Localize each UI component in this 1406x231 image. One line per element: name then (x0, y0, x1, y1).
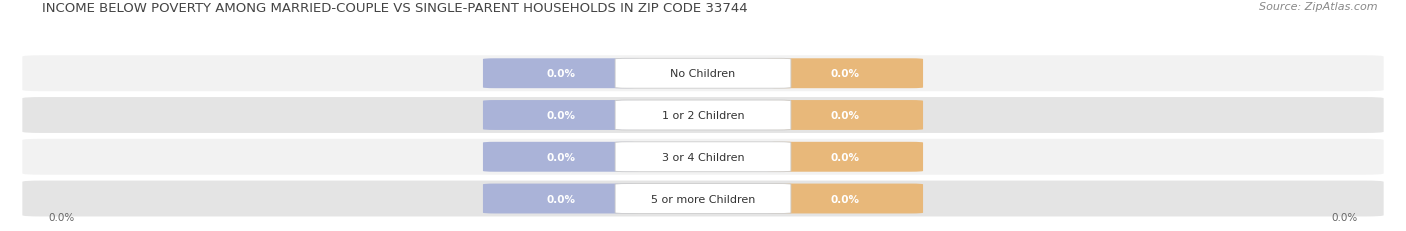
Text: INCOME BELOW POVERTY AMONG MARRIED-COUPLE VS SINGLE-PARENT HOUSEHOLDS IN ZIP COD: INCOME BELOW POVERTY AMONG MARRIED-COUPL… (42, 2, 748, 15)
FancyBboxPatch shape (22, 181, 1384, 216)
FancyBboxPatch shape (482, 184, 638, 213)
FancyBboxPatch shape (768, 184, 924, 213)
Text: 0.0%: 0.0% (831, 152, 859, 162)
FancyBboxPatch shape (614, 142, 792, 172)
FancyBboxPatch shape (768, 142, 924, 172)
FancyBboxPatch shape (614, 59, 792, 89)
Text: 0.0%: 0.0% (1331, 212, 1357, 222)
Text: 0.0%: 0.0% (49, 212, 75, 222)
Text: 0.0%: 0.0% (547, 152, 575, 162)
FancyBboxPatch shape (22, 56, 1384, 92)
Text: 0.0%: 0.0% (547, 69, 575, 79)
FancyBboxPatch shape (768, 101, 924, 130)
Text: 3 or 4 Children: 3 or 4 Children (662, 152, 744, 162)
Text: 1 or 2 Children: 1 or 2 Children (662, 110, 744, 121)
Text: No Children: No Children (671, 69, 735, 79)
Text: 0.0%: 0.0% (547, 194, 575, 204)
FancyBboxPatch shape (22, 139, 1384, 175)
Text: 0.0%: 0.0% (831, 194, 859, 204)
Text: 0.0%: 0.0% (831, 110, 859, 121)
FancyBboxPatch shape (22, 98, 1384, 133)
Text: Source: ZipAtlas.com: Source: ZipAtlas.com (1260, 2, 1378, 12)
Text: 0.0%: 0.0% (831, 69, 859, 79)
Text: 0.0%: 0.0% (547, 110, 575, 121)
Text: 5 or more Children: 5 or more Children (651, 194, 755, 204)
FancyBboxPatch shape (614, 101, 792, 130)
FancyBboxPatch shape (482, 101, 638, 130)
FancyBboxPatch shape (482, 59, 638, 89)
FancyBboxPatch shape (482, 142, 638, 172)
FancyBboxPatch shape (768, 59, 924, 89)
FancyBboxPatch shape (614, 184, 792, 213)
